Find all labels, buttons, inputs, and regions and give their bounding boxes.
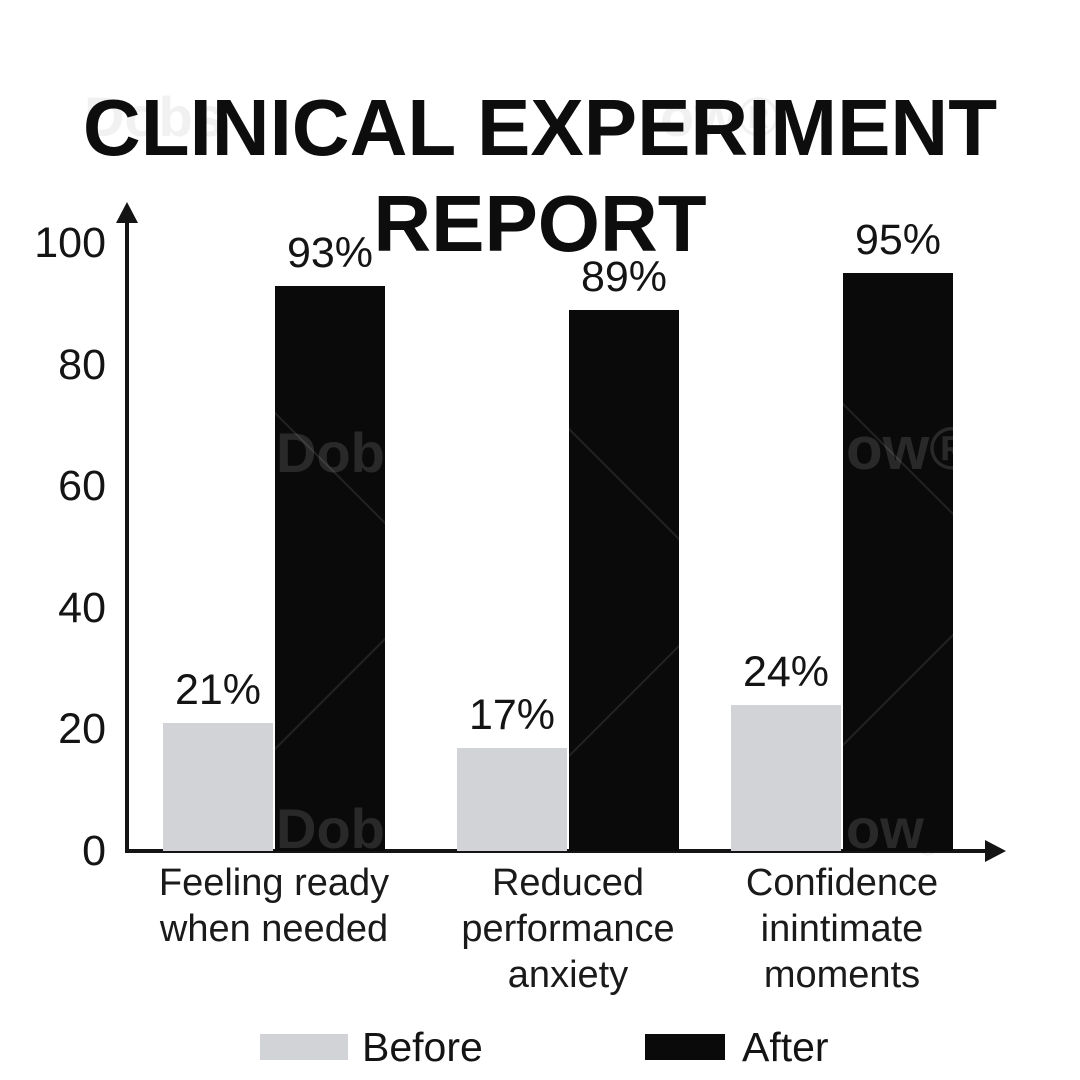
bar-before-2 [457,748,567,851]
bar-value-label: 17% [468,691,556,739]
y-axis-tick-label: 60 [58,462,106,511]
bar-after-3 [843,273,953,851]
page-title-line-1: CLINICAL EXPERIMENT [82,82,998,172]
bar-value-label: 93% [286,229,374,277]
legend-swatch-after [645,1034,725,1060]
y-axis-tick-label: 0 [82,827,106,875]
bar-value-label: 95% [854,216,942,264]
bar-value-label: 89% [580,253,668,301]
legend-swatch-before [260,1034,348,1060]
y-axis-tick-label: 80 [58,340,106,389]
bar-before-1 [163,723,273,851]
x-axis-arrow-icon [985,840,1006,862]
bar-value-label: 21% [174,666,262,714]
x-axis-line [125,849,989,853]
bar-value-label: 24% [742,648,830,696]
legend-label-before: Before [362,1024,483,1070]
bar-after-1 [275,286,385,851]
y-axis-tick-label: 100 [34,219,106,267]
y-axis-line [125,212,129,853]
page-title: CLINICAL EXPERIMENT REPORT [0,80,1080,272]
page-title-line-2: REPORT [373,178,707,268]
bar-after-2 [569,310,679,851]
legend-label-after: After [742,1024,829,1070]
x-axis-category-label: Feeling ready when needed [158,862,390,950]
y-axis-tick-label: 20 [58,705,106,754]
x-axis-category-label: Reduced performance anxiety [461,862,675,996]
x-axis-category-label: Confidence inintimate moments [745,862,939,996]
y-axis-tick-label: 40 [58,583,106,632]
bar-before-3 [731,705,841,851]
